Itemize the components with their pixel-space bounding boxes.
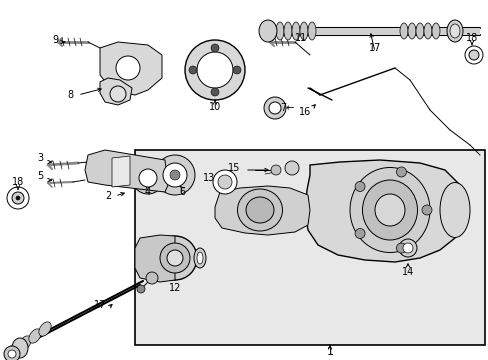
Ellipse shape (446, 20, 462, 42)
Ellipse shape (19, 336, 31, 350)
Circle shape (210, 44, 219, 52)
Ellipse shape (423, 23, 431, 39)
Circle shape (354, 181, 365, 192)
Circle shape (396, 243, 406, 253)
Text: 16: 16 (298, 107, 310, 117)
Ellipse shape (237, 189, 282, 231)
Text: 12: 12 (168, 283, 181, 293)
Circle shape (210, 88, 219, 96)
Polygon shape (215, 186, 309, 235)
Circle shape (189, 66, 197, 74)
Circle shape (132, 162, 163, 194)
Polygon shape (100, 78, 132, 105)
Circle shape (4, 346, 20, 360)
Circle shape (163, 163, 186, 187)
Text: 11: 11 (294, 33, 306, 43)
Circle shape (170, 170, 180, 180)
Ellipse shape (407, 23, 415, 39)
Ellipse shape (12, 338, 28, 358)
Text: 13: 13 (203, 173, 215, 183)
Circle shape (354, 229, 365, 239)
Ellipse shape (9, 343, 21, 357)
Circle shape (139, 169, 157, 187)
Circle shape (268, 102, 281, 114)
Ellipse shape (399, 23, 407, 39)
Polygon shape (85, 150, 168, 192)
Ellipse shape (291, 22, 299, 40)
Circle shape (8, 350, 16, 358)
Circle shape (468, 50, 478, 60)
Text: 5: 5 (37, 171, 43, 181)
Circle shape (421, 205, 431, 215)
Text: 1: 1 (326, 347, 333, 357)
Ellipse shape (259, 20, 276, 42)
Ellipse shape (275, 22, 284, 40)
Circle shape (270, 165, 281, 175)
Circle shape (184, 40, 244, 100)
Ellipse shape (29, 329, 41, 343)
Circle shape (197, 52, 232, 88)
Text: 9: 9 (52, 35, 58, 45)
Circle shape (116, 56, 140, 80)
Ellipse shape (284, 22, 291, 40)
Ellipse shape (362, 180, 417, 240)
Circle shape (464, 46, 482, 64)
Circle shape (232, 66, 241, 74)
Circle shape (264, 97, 285, 119)
Circle shape (402, 243, 412, 253)
Bar (135, 150, 484, 345)
Circle shape (155, 155, 195, 195)
Text: 15: 15 (227, 163, 240, 173)
Ellipse shape (307, 22, 315, 40)
Circle shape (213, 170, 237, 194)
Text: 17: 17 (368, 43, 381, 53)
Circle shape (137, 285, 145, 293)
Ellipse shape (267, 22, 275, 40)
Polygon shape (100, 42, 162, 95)
Text: 10: 10 (208, 102, 221, 112)
Text: 6: 6 (179, 187, 184, 197)
Ellipse shape (197, 252, 203, 264)
Circle shape (285, 161, 298, 175)
Polygon shape (135, 235, 175, 282)
Text: 3: 3 (37, 153, 43, 163)
Ellipse shape (349, 167, 429, 252)
Circle shape (12, 192, 24, 204)
Text: 14: 14 (401, 267, 413, 277)
Bar (267, 28, 459, 35)
Ellipse shape (194, 248, 205, 268)
Circle shape (110, 86, 126, 102)
Polygon shape (112, 156, 130, 187)
Circle shape (398, 239, 416, 257)
Circle shape (167, 250, 183, 266)
Circle shape (146, 272, 158, 284)
Text: 17: 17 (94, 300, 106, 310)
Ellipse shape (245, 197, 273, 223)
Text: 8: 8 (67, 90, 73, 100)
Polygon shape (305, 160, 464, 262)
Text: 18: 18 (12, 177, 24, 187)
Text: 18: 18 (465, 33, 477, 43)
Circle shape (7, 187, 29, 209)
Ellipse shape (449, 24, 459, 38)
Text: 4: 4 (144, 187, 151, 197)
Text: 7←: 7← (280, 103, 294, 113)
Ellipse shape (431, 23, 439, 39)
Circle shape (396, 167, 406, 177)
Text: 2: 2 (104, 191, 111, 201)
Bar (462, 28, 479, 35)
Circle shape (153, 236, 197, 280)
Ellipse shape (439, 183, 469, 238)
Circle shape (218, 175, 231, 189)
Circle shape (160, 243, 190, 273)
Ellipse shape (39, 322, 51, 336)
Circle shape (16, 196, 20, 200)
Ellipse shape (415, 23, 423, 39)
Ellipse shape (299, 22, 307, 40)
Ellipse shape (374, 194, 404, 226)
